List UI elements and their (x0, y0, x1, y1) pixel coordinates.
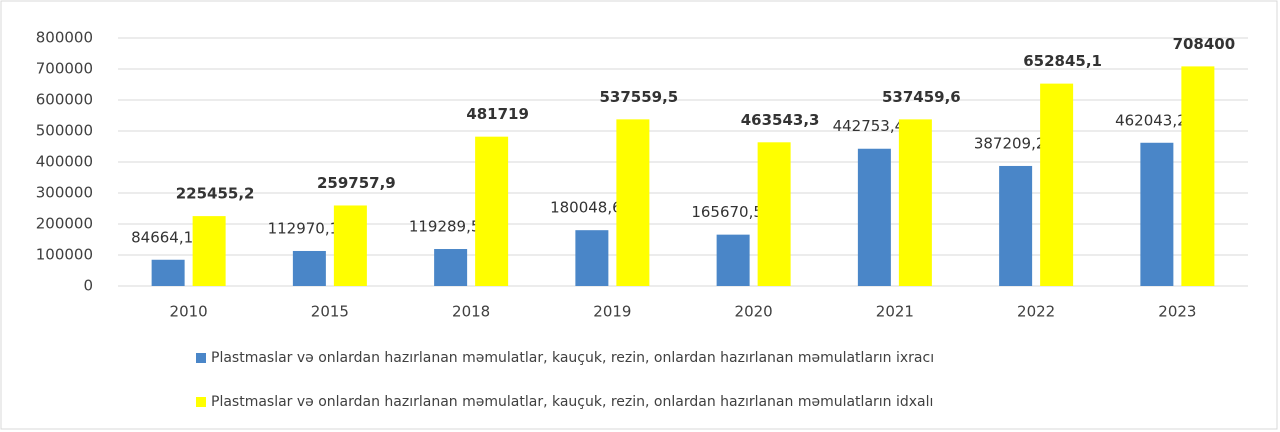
value-label: 119289,5 (409, 218, 481, 236)
value-label: 462043,2 (1115, 111, 1187, 129)
x-tick-label: 2019 (593, 303, 631, 321)
value-label: 652845,1 (1023, 52, 1102, 70)
value-label: 537459,6 (882, 88, 961, 106)
bar (333, 205, 367, 286)
value-label: 708400 (1173, 35, 1236, 53)
bar (1140, 142, 1174, 286)
bar (1181, 66, 1215, 287)
legend-label: Plastmaslar və onlardan hazırlanan məmul… (211, 394, 933, 410)
x-tick-label: 2023 (1158, 303, 1196, 321)
y-tick-label: 0 (83, 277, 93, 295)
value-label: 463543,3 (741, 111, 820, 129)
value-label: 481719 (466, 105, 529, 123)
y-tick-label: 200000 (36, 215, 93, 233)
x-tick-label: 2021 (876, 303, 914, 321)
y-tick-label: 500000 (36, 122, 93, 140)
bar (292, 250, 326, 286)
bar (857, 148, 891, 286)
legend-label: Plastmaslar və onlardan hazırlanan məmul… (211, 350, 934, 366)
y-tick-label: 300000 (36, 184, 93, 202)
value-label: 259757,9 (317, 174, 396, 192)
legend-swatch (196, 397, 206, 407)
x-tick-label: 2020 (735, 303, 773, 321)
bar (1040, 83, 1074, 287)
bar (999, 165, 1033, 286)
bar (575, 230, 609, 286)
bar (898, 119, 932, 286)
bar (757, 142, 791, 286)
y-tick-label: 800000 (36, 29, 93, 47)
value-label: 165670,5 (691, 203, 763, 221)
bar (151, 259, 185, 286)
legend-swatch (196, 353, 206, 363)
value-label: 442753,4 (833, 117, 905, 135)
bar (192, 216, 226, 286)
bar (616, 119, 650, 286)
bar (475, 136, 509, 286)
value-label: 180048,6 (550, 199, 622, 217)
y-tick-label: 100000 (36, 246, 93, 264)
value-label: 387209,2 (974, 134, 1046, 152)
value-label: 112970,1 (268, 219, 340, 237)
y-tick-label: 400000 (36, 153, 93, 171)
x-tick-label: 2015 (311, 303, 349, 321)
value-label: 537559,5 (599, 88, 678, 106)
value-label: 225455,2 (176, 185, 255, 203)
y-tick-label: 700000 (36, 60, 93, 78)
bar (716, 234, 750, 286)
x-tick-label: 2010 (170, 303, 208, 321)
value-label: 84664,1 (131, 228, 193, 246)
x-tick-label: 2022 (1017, 303, 1055, 321)
x-tick-label: 2018 (452, 303, 490, 321)
y-tick-label: 600000 (36, 91, 93, 109)
bar (434, 249, 468, 286)
